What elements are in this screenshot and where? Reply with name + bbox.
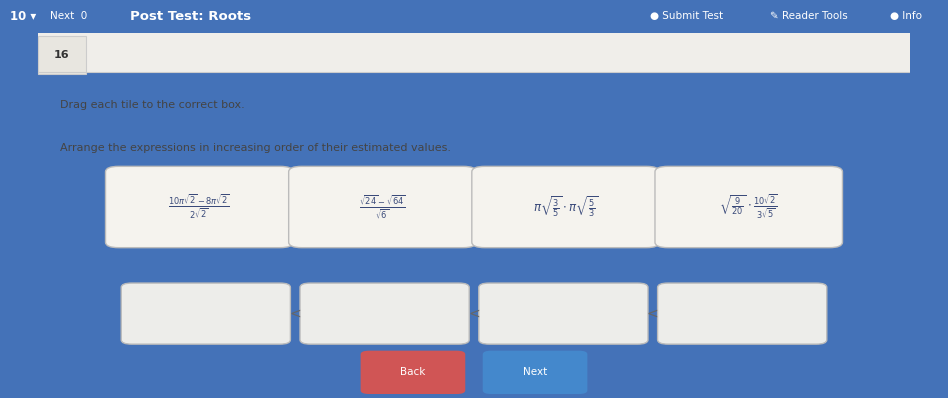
FancyBboxPatch shape [479,283,648,344]
FancyBboxPatch shape [655,166,843,248]
FancyBboxPatch shape [483,351,588,394]
Text: $\frac{\sqrt{24}-\sqrt{64}}{\sqrt{6}}$: $\frac{\sqrt{24}-\sqrt{64}}{\sqrt{6}}$ [359,193,406,220]
Text: <: < [289,306,301,321]
FancyBboxPatch shape [105,166,293,248]
Text: Post Test: Roots: Post Test: Roots [130,10,251,23]
Text: Back: Back [400,367,426,377]
FancyBboxPatch shape [38,36,86,74]
Text: 16: 16 [54,50,69,60]
Text: $\frac{10\pi\sqrt{2}-8\pi\sqrt{2}}{2\sqrt{2}}$: $\frac{10\pi\sqrt{2}-8\pi\sqrt{2}}{2\sqr… [169,193,230,221]
Text: ✎ Reader Tools: ✎ Reader Tools [770,11,848,21]
FancyBboxPatch shape [300,283,469,344]
FancyBboxPatch shape [658,283,827,344]
Text: <: < [647,306,659,321]
Text: ● Info: ● Info [890,11,922,21]
Text: 10 ▾: 10 ▾ [10,10,36,23]
Text: $\pi\sqrt{\frac{3}{5}}\cdot\pi\sqrt{\frac{5}{3}}$: $\pi\sqrt{\frac{3}{5}}\cdot\pi\sqrt{\fra… [533,195,598,219]
FancyBboxPatch shape [38,33,910,72]
Text: Arrange the expressions in increasing order of their estimated values.: Arrange the expressions in increasing or… [60,143,450,153]
Text: Drag each tile to the correct box.: Drag each tile to the correct box. [60,100,245,110]
Text: Next  0: Next 0 [50,11,87,21]
Text: ● Submit Test: ● Submit Test [650,11,723,21]
Text: Next: Next [523,367,547,377]
FancyBboxPatch shape [472,166,659,248]
FancyBboxPatch shape [360,351,465,394]
Text: <: < [468,306,480,321]
FancyBboxPatch shape [121,283,290,344]
FancyBboxPatch shape [288,166,476,248]
Text: $\sqrt{\frac{9}{20}}\cdot\frac{10\sqrt{2}}{3\sqrt{5}}$: $\sqrt{\frac{9}{20}}\cdot\frac{10\sqrt{2… [720,193,778,221]
